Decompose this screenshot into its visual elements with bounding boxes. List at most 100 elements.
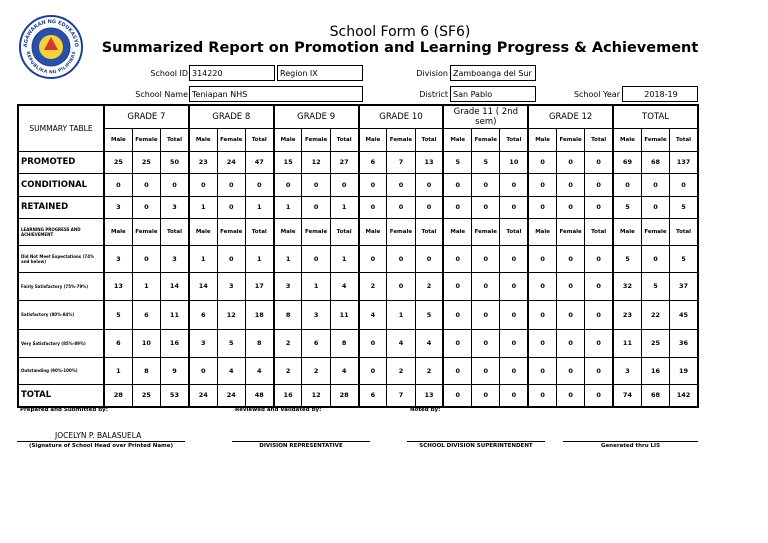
value-cell: 0 bbox=[329, 172, 360, 197]
value-cell: 0 bbox=[555, 383, 586, 408]
sub-header: Male bbox=[527, 217, 558, 246]
sub-header: Male bbox=[612, 127, 642, 152]
group-header: GRADE 8 bbox=[187, 104, 275, 129]
value-cell: 1 bbox=[301, 271, 331, 301]
value-cell: 0 bbox=[471, 383, 501, 408]
value-cell: 16 bbox=[272, 383, 303, 408]
value-cell: 32 bbox=[612, 271, 642, 301]
value-cell: 0 bbox=[584, 356, 614, 385]
value-cell: 4 bbox=[216, 356, 246, 385]
signature-line bbox=[232, 441, 370, 442]
sub-header: Total bbox=[499, 127, 529, 152]
sub-header: Female bbox=[216, 217, 246, 246]
sub-header: Female bbox=[471, 127, 501, 152]
sub-header: Total bbox=[414, 217, 444, 246]
value-cell: 3 bbox=[216, 271, 246, 301]
value-cell: 8 bbox=[244, 328, 275, 358]
lpa-row: Satisfactory (80%-84%) 5 6 11 6 12 18 8 3 11 4 1 5 0 0… bbox=[17, 299, 699, 330]
value-cell: 4 bbox=[357, 299, 388, 330]
reviewed-by: Reviewed and Validated by: bbox=[235, 407, 322, 413]
value-cell: 5 bbox=[414, 299, 444, 330]
sub-header: Male bbox=[102, 217, 133, 246]
value-cell: 3 bbox=[102, 195, 133, 219]
value-cell: 0 bbox=[131, 172, 162, 197]
value-cell: 0 bbox=[555, 150, 586, 174]
sub-header: Total bbox=[499, 217, 529, 246]
value-cell: 137 bbox=[669, 150, 699, 174]
value-cell: 5 bbox=[669, 195, 699, 219]
value-cell: 2 bbox=[301, 356, 331, 385]
sub-header: Female bbox=[386, 217, 416, 246]
value-cell: 17 bbox=[244, 271, 275, 301]
lpa-row: Did Not Meet Expectations (74% and below… bbox=[17, 244, 699, 273]
value-cell: 0 bbox=[471, 328, 501, 358]
value-cell: 3 bbox=[187, 328, 218, 358]
value-cell: 0 bbox=[612, 172, 642, 197]
group-header: GRADE 9 bbox=[272, 104, 360, 129]
value-cell: 11 bbox=[329, 299, 360, 330]
sub-header: Male bbox=[272, 127, 303, 152]
lpa-header-row: LEARNING PROGRESS AND ACHIEVEMENT Male Fem… bbox=[17, 217, 699, 246]
lpa-row: Outstanding (90%-100%) 1 8 9 0 4 4 2 2 4 0 2 2 0 0 0 0 0 0… bbox=[17, 356, 699, 385]
value-cell: 8 bbox=[131, 356, 162, 385]
value-cell: 0 bbox=[555, 172, 586, 197]
sub-header: Female bbox=[301, 127, 331, 152]
value-cell: 50 bbox=[160, 150, 190, 174]
lpa-row: Very Satisfactory (85%-89%) 6 10 16 3 5 8 2 6 8 0 4… bbox=[17, 328, 699, 358]
value-cell: 14 bbox=[160, 271, 190, 301]
value-cell: 5 bbox=[471, 150, 501, 174]
value-cell: 0 bbox=[499, 244, 529, 273]
group-header: GRADE 12 bbox=[527, 104, 614, 129]
field-value: Region IX bbox=[277, 65, 363, 81]
value-cell: 0 bbox=[527, 244, 558, 273]
value-cell: 2 bbox=[386, 356, 416, 385]
value-cell: 24 bbox=[216, 150, 246, 174]
value-cell: 4 bbox=[414, 328, 444, 358]
value-cell: 18 bbox=[244, 299, 275, 330]
value-cell: 48 bbox=[244, 383, 275, 408]
value-cell: 0 bbox=[301, 172, 331, 197]
value-cell: 5 bbox=[640, 271, 671, 301]
value-cell: 142 bbox=[669, 383, 699, 408]
value-cell: 0 bbox=[584, 172, 614, 197]
value-cell: 4 bbox=[329, 271, 360, 301]
value-cell: 2 bbox=[272, 328, 303, 358]
value-cell: 0 bbox=[584, 383, 614, 408]
signature-caption: DIVISION REPRESENTATIVE bbox=[259, 443, 343, 449]
value-cell: 0 bbox=[584, 195, 614, 219]
sub-header: Female bbox=[640, 217, 671, 246]
field-value: 314220 bbox=[189, 65, 275, 81]
value-cell: 0 bbox=[131, 244, 162, 273]
value-cell: 0 bbox=[357, 356, 388, 385]
value-cell: 0 bbox=[669, 172, 699, 197]
value-cell: 0 bbox=[386, 195, 416, 219]
value-cell: 11 bbox=[160, 299, 190, 330]
value-cell: 3 bbox=[612, 356, 642, 385]
value-cell: 0 bbox=[584, 150, 614, 174]
group-header: TOTAL bbox=[612, 104, 699, 129]
value-cell: 0 bbox=[442, 172, 473, 197]
sub-header: Total bbox=[669, 217, 699, 246]
value-cell: 6 bbox=[357, 150, 388, 174]
value-cell: 2 bbox=[272, 356, 303, 385]
value-cell: 68 bbox=[640, 383, 671, 408]
value-cell: 0 bbox=[527, 383, 558, 408]
sub-header: Female bbox=[640, 127, 671, 152]
value-cell: 12 bbox=[216, 299, 246, 330]
value-cell: 1 bbox=[187, 244, 218, 273]
value-cell: 0 bbox=[414, 172, 444, 197]
value-cell: 37 bbox=[669, 271, 699, 301]
value-cell: 0 bbox=[499, 383, 529, 408]
value-cell: 1 bbox=[386, 299, 416, 330]
sub-header: Total bbox=[584, 217, 614, 246]
value-cell: 0 bbox=[527, 195, 558, 219]
signature-line bbox=[17, 441, 185, 442]
subtitle: Summarized Report on Promotion and Learn… bbox=[101, 40, 699, 56]
value-cell: 0 bbox=[471, 356, 501, 385]
value-cell: 0 bbox=[216, 195, 246, 219]
value-cell: 0 bbox=[442, 299, 473, 330]
value-cell: 4 bbox=[386, 328, 416, 358]
value-cell: 22 bbox=[640, 299, 671, 330]
value-cell: 8 bbox=[329, 328, 360, 358]
value-cell: 0 bbox=[640, 244, 671, 273]
